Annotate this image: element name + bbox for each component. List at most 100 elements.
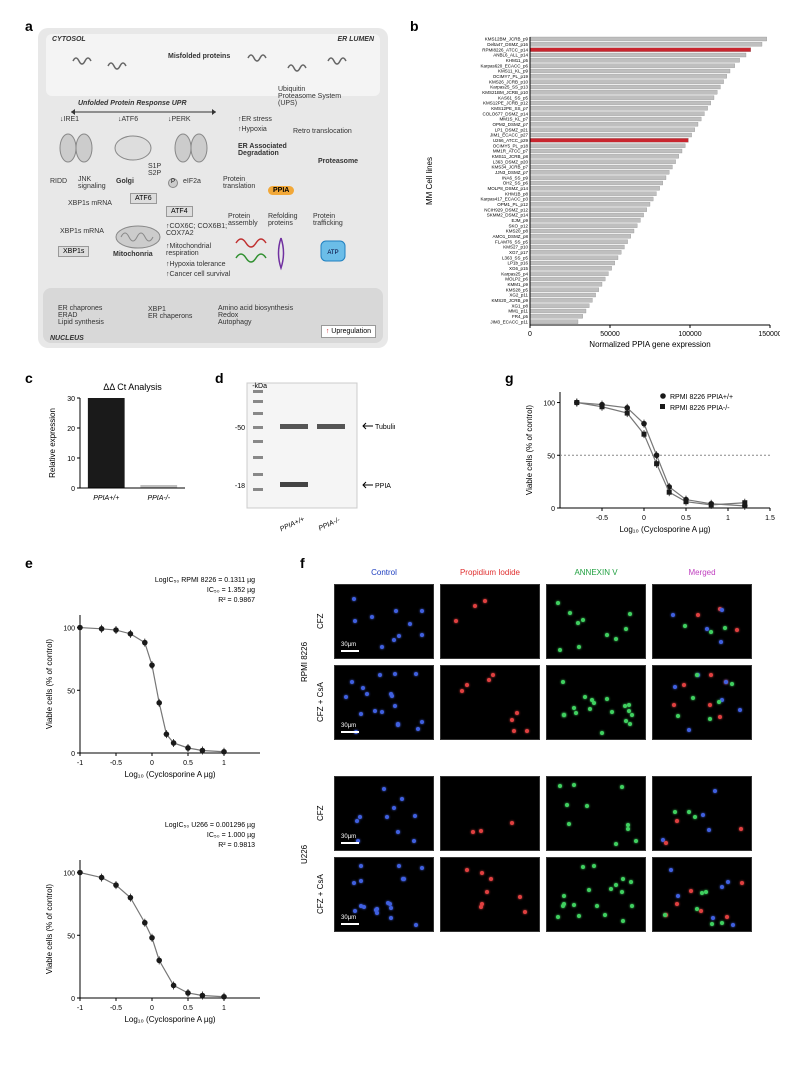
panel-b-chart: KMS12BM_JCRB_p9Delta47_DSMZ_p16RPMI8226_… xyxy=(420,30,780,350)
eif2a: eIF2a xyxy=(183,178,201,185)
panel-g-label: g xyxy=(505,370,514,386)
xbp1smrna: XBP1s mRNA xyxy=(68,200,112,207)
svg-text:AMO1_DSMZ_p8: AMO1_DSMZ_p8 xyxy=(492,234,528,239)
svg-text:-50: -50 xyxy=(235,425,245,432)
svg-text:Karpas25_SS_p13: Karpas25_SS_p13 xyxy=(490,85,528,90)
golgi: Golgi xyxy=(116,178,134,185)
svg-text:INA6_SS_p9: INA6_SS_p9 xyxy=(502,175,529,180)
svg-text:0: 0 xyxy=(551,506,555,513)
cox: ↑COX6C; COX6B1; COX7A2 xyxy=(166,223,227,237)
svg-text:KMS12BM_JCRB_p9: KMS12BM_JCRB_p9 xyxy=(485,37,529,42)
svg-text:ANBL6_ALL_p14: ANBL6_ALL_p14 xyxy=(493,53,528,58)
svg-text:JIM1_ECACC_p27: JIM1_ECACC_p27 xyxy=(490,133,529,138)
panel-b-label: b xyxy=(410,18,419,34)
jnk: JNK signaling xyxy=(78,176,106,190)
svg-text:1.5: 1.5 xyxy=(765,515,775,522)
svg-text:PPIA-/-: PPIA-/- xyxy=(318,516,342,532)
atf6-box: ATF6 xyxy=(130,193,157,204)
svg-text:PPIA+/+: PPIA+/+ xyxy=(93,495,119,502)
nucmid: XBP1 ER chaperons xyxy=(148,306,192,320)
svg-text:0.5: 0.5 xyxy=(681,515,691,522)
svg-text:Viable cells (% of control): Viable cells (% of control) xyxy=(525,405,534,495)
svg-text:Normalized PPIA gene expressio: Normalized PPIA gene expression xyxy=(589,340,710,349)
svg-text:OCIMY7_PL_p19: OCIMY7_PL_p19 xyxy=(493,74,529,79)
svg-text:0.5: 0.5 xyxy=(183,1005,193,1012)
perk: ↓PERK xyxy=(168,116,191,123)
svg-text:SKMM2_DSMZ_p14: SKMM2_DSMZ_p14 xyxy=(487,213,529,218)
p-circle: P xyxy=(168,178,178,188)
svg-text:FLAM76_SS_p5: FLAM76_SS_p5 xyxy=(495,239,529,244)
svg-text:Tubulin: Tubulin xyxy=(375,424,395,431)
svg-text:Viable cells (% of control): Viable cells (% of control) xyxy=(45,639,54,729)
svg-text:0: 0 xyxy=(150,760,154,767)
svg-text:JIM3_ECACC_p11: JIM3_ECACC_p11 xyxy=(490,319,528,324)
svg-text:20: 20 xyxy=(67,426,75,433)
svg-text:KAS61_SS_p5: KAS61_SS_p5 xyxy=(498,95,529,100)
svg-text:KMS12PE_JCRB_p12: KMS12PE_JCRB_p12 xyxy=(483,101,529,106)
svg-text:MOLP8_DSMZ_p14: MOLP8_DSMZ_p14 xyxy=(487,186,528,191)
svg-text:-kDa: -kDa xyxy=(252,383,267,390)
svg-text:EJM_p9: EJM_p9 xyxy=(511,218,528,223)
svg-text:PPIA: PPIA xyxy=(375,483,391,490)
cytosol-label: CYTOSOL xyxy=(52,36,86,43)
svg-text:MM1S_KL_p7: MM1S_KL_p7 xyxy=(499,117,528,122)
upreg-legend: ↑ Upregulation xyxy=(321,325,376,338)
svg-text:L363_DSMZ_p20: L363_DSMZ_p20 xyxy=(493,159,529,164)
svg-text:Log₁₀ (Cyclosporine A µg): Log₁₀ (Cyclosporine A µg) xyxy=(124,1015,215,1024)
svg-text:MM Cell lines: MM Cell lines xyxy=(425,157,434,205)
svg-text:IC₅₀ = 1.000 µg: IC₅₀ = 1.000 µg xyxy=(207,832,255,839)
ups: Ubiquitin Proteasome System (UPS) xyxy=(278,86,341,107)
svg-text:KMS11_JCRB_p8: KMS11_JCRB_p8 xyxy=(492,154,529,159)
svg-text:KMS28_p5: KMS28_p5 xyxy=(506,287,529,292)
panel-e: -1-0.500.51050100Log₁₀ (Cyclosporine A µ… xyxy=(40,570,270,1040)
nucright: Amino acid biosynthesis Redox Autophagy xyxy=(218,305,293,326)
nucleus-label: NUCLEUS xyxy=(50,335,84,342)
svg-text:-0.5: -0.5 xyxy=(110,1005,122,1012)
svg-text:SKO_p12: SKO_p12 xyxy=(508,223,528,228)
svg-text:LogIC₅₀ RPMI 8226 = 0.1311 µg: LogIC₅₀ RPMI 8226 = 0.1311 µg xyxy=(155,577,255,584)
svg-text:OPM2_DSMZ_p7: OPM2_DSMZ_p7 xyxy=(492,122,528,127)
svg-text:10: 10 xyxy=(67,456,75,463)
nucleft: ER chaprones ERAD Lipid synthesis xyxy=(58,305,104,326)
svg-text:PPIA+/+: PPIA+/+ xyxy=(279,516,306,533)
mitoresp: ↑Mitochondrial respiration xyxy=(166,243,211,257)
panel-c-chart: ΔΔ Ct AnalysisPPIA+/+PPIA-/-0102030Relat… xyxy=(45,378,195,518)
svg-text:JJN3_DSMZ_p7: JJN3_DSMZ_p7 xyxy=(495,170,529,175)
svg-text:ΔΔ Ct Analysis: ΔΔ Ct Analysis xyxy=(103,382,162,392)
svg-text:MM1R_ATCC_p7: MM1R_ATCC_p7 xyxy=(493,149,529,154)
svg-text:-18: -18 xyxy=(235,483,245,490)
svg-text:KMS20_p8: KMS20_p8 xyxy=(506,229,529,234)
svg-text:XG6_p15: XG6_p15 xyxy=(509,266,529,271)
svg-text:-0.5: -0.5 xyxy=(110,760,122,767)
svg-text:OPM1_PL_p12: OPM1_PL_p12 xyxy=(497,202,528,207)
svg-text:KMS11_KL_p9: KMS11_KL_p9 xyxy=(498,69,528,74)
xbp1s-box: XBP1s xyxy=(58,246,89,257)
svg-text:Viable cells (% of control): Viable cells (% of control) xyxy=(45,884,54,974)
svg-text:Delta47_DSMZ_p16: Delta47_DSMZ_p16 xyxy=(487,42,528,47)
svg-text:100: 100 xyxy=(543,401,555,408)
svg-text:0: 0 xyxy=(642,515,646,522)
svg-text:OCIMY5_PL_p18: OCIMY5_PL_p18 xyxy=(493,143,529,148)
erstress: ↑ER stress xyxy=(238,116,272,123)
svg-text:KHM11_p5: KHM11_p5 xyxy=(506,58,529,63)
svg-text:Log₁₀ (Cyclosporine A µg): Log₁₀ (Cyclosporine A µg) xyxy=(124,770,215,779)
prottrans: Protein translation xyxy=(223,176,255,190)
svg-text:U266_ATCC_p29: U266_ATCC_p29 xyxy=(493,138,529,143)
svg-text:LP1b_p16: LP1b_p16 xyxy=(507,261,528,266)
svg-text:-1: -1 xyxy=(77,760,83,767)
svg-text:KMS27_p10: KMS27_p10 xyxy=(503,245,528,250)
svg-text:Karpas417_ECACC_p3: Karpas417_ECACC_p3 xyxy=(480,197,528,202)
cancersurv: ↑Cancer cell survival xyxy=(166,271,230,278)
svg-text:100: 100 xyxy=(63,871,75,878)
atf4-box: ATF4 xyxy=(166,206,193,217)
svg-text:R² = 0.9813: R² = 0.9813 xyxy=(218,842,255,849)
svg-text:30: 30 xyxy=(67,396,75,403)
svg-text:KMS34_JCRB_p7: KMS34_JCRB_p7 xyxy=(491,165,528,170)
svg-text:KHM1B_p8: KHM1B_p8 xyxy=(505,191,529,196)
proteasome: Proteasome xyxy=(318,158,358,165)
ire1: ↓IRE1 xyxy=(60,116,79,123)
svg-text:LogIC₅₀ U266 = 0.001296 µg: LogIC₅₀ U266 = 0.001296 µg xyxy=(165,822,255,829)
svg-text:50: 50 xyxy=(67,933,75,940)
svg-text:-0.5: -0.5 xyxy=(596,515,608,522)
panel-d-blot: -kDa -50 -18 Tubulin PPIA PPIA+/+ PPIA-/… xyxy=(225,378,395,543)
